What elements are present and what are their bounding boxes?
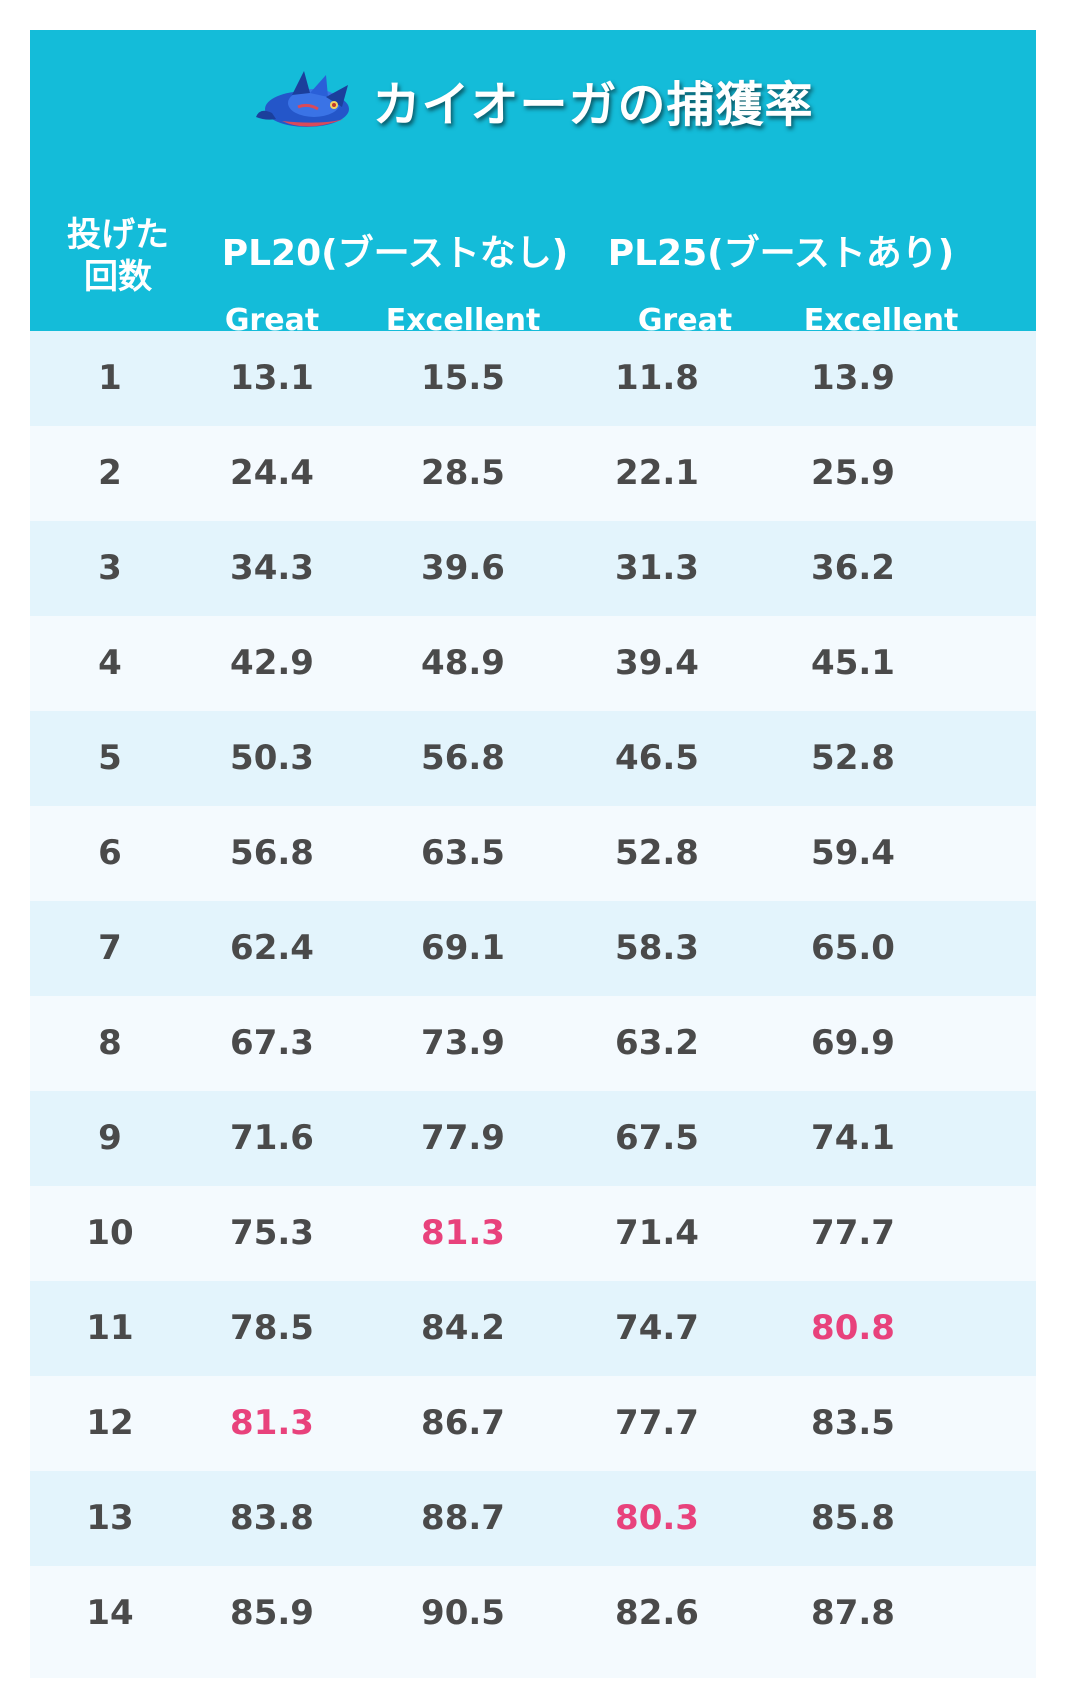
cell-pl25-great: 31.3	[615, 548, 699, 588]
table-row: 6 56.8 63.5 52.8 59.4	[30, 806, 1036, 901]
cell-pl25-great: 80.3	[615, 1498, 699, 1538]
cell-pl20-great: 42.9	[230, 643, 314, 683]
cell-pl20-excellent: 69.1	[421, 928, 505, 968]
cell-throw-count: 9	[98, 1118, 122, 1158]
cell-throw-count: 11	[86, 1308, 134, 1348]
cell-pl20-great: 83.8	[230, 1498, 314, 1538]
cell-throw-count: 10	[86, 1213, 134, 1253]
cell-pl20-great: 67.3	[230, 1023, 314, 1063]
cell-pl20-excellent: 73.9	[421, 1023, 505, 1063]
cell-pl20-excellent: 77.9	[421, 1118, 505, 1158]
cell-pl20-excellent: 88.7	[421, 1498, 505, 1538]
cell-pl20-excellent: 90.5	[421, 1593, 505, 1633]
cell-pl20-great: 81.3	[230, 1403, 314, 1443]
table-row: 7 62.4 69.1 58.3 65.0	[30, 901, 1036, 996]
cell-pl20-great: 85.9	[230, 1593, 314, 1633]
cell-pl25-excellent: 80.8	[811, 1308, 895, 1348]
cell-pl25-excellent: 59.4	[811, 833, 895, 873]
cell-pl20-great: 62.4	[230, 928, 314, 968]
table-title: カイオーガの捕獲率	[372, 77, 814, 133]
cell-pl25-great: 67.5	[615, 1118, 699, 1158]
cell-pl20-excellent: 28.5	[421, 453, 505, 493]
column-header-throws: 投げた 回数	[48, 214, 188, 298]
cell-pl25-great: 11.8	[615, 358, 699, 398]
cell-pl25-great: 71.4	[615, 1213, 699, 1253]
cell-pl25-excellent: 36.2	[811, 548, 895, 588]
cell-pl25-excellent: 13.9	[811, 358, 895, 398]
table-row: 9 71.6 77.9 67.5 74.1	[30, 1091, 1036, 1186]
cell-pl25-great: 58.3	[615, 928, 699, 968]
cell-pl25-great: 52.8	[615, 833, 699, 873]
cell-pl25-excellent: 87.8	[811, 1593, 895, 1633]
cell-pl25-great: 39.4	[615, 643, 699, 683]
cell-pl20-great: 75.3	[230, 1213, 314, 1253]
table-row: 11 78.5 84.2 74.7 80.8	[30, 1281, 1036, 1376]
cell-pl20-excellent: 39.6	[421, 548, 505, 588]
kyogre-pokemon-icon	[256, 71, 350, 127]
group-header-pl25: PL25(ブーストあり)	[607, 233, 955, 274]
cell-pl25-great: 74.7	[615, 1308, 699, 1348]
cell-throw-count: 6	[98, 833, 122, 873]
cell-throw-count: 14	[86, 1593, 134, 1633]
table-row: 13 83.8 88.7 80.3 85.8	[30, 1471, 1036, 1566]
cell-pl20-great: 56.8	[230, 833, 314, 873]
table-row: 1 13.1 15.5 11.8 13.9	[30, 331, 1036, 426]
column-header-throws-line1: 投げた	[67, 215, 169, 255]
cell-pl20-excellent: 48.9	[421, 643, 505, 683]
cell-throw-count: 2	[98, 453, 122, 493]
cell-throw-count: 3	[98, 548, 122, 588]
cell-pl25-excellent: 25.9	[811, 453, 895, 493]
cell-pl20-excellent: 81.3	[421, 1213, 505, 1253]
cell-pl25-great: 63.2	[615, 1023, 699, 1063]
table-row: 14 85.9 90.5 82.6 87.8	[30, 1566, 1036, 1661]
group-header-pl20: PL20(ブーストなし)	[221, 233, 569, 274]
cell-pl25-great: 82.6	[615, 1593, 699, 1633]
cell-pl25-excellent: 85.8	[811, 1498, 895, 1538]
cell-pl20-excellent: 63.5	[421, 833, 505, 873]
cell-pl25-excellent: 45.1	[811, 643, 895, 683]
cell-throw-count: 12	[86, 1403, 134, 1443]
table-row: 4 42.9 48.9 39.4 45.1	[30, 616, 1036, 711]
cell-pl20-great: 78.5	[230, 1308, 314, 1348]
cell-pl20-excellent: 15.5	[421, 358, 505, 398]
cell-pl25-great: 22.1	[615, 453, 699, 493]
cell-pl20-great: 13.1	[230, 358, 314, 398]
table-title-row: カイオーガの捕獲率	[30, 60, 1036, 140]
cell-pl20-excellent: 86.7	[421, 1403, 505, 1443]
cell-throw-count: 8	[98, 1023, 122, 1063]
column-header-throws-line2: 回数	[84, 257, 152, 297]
cell-throw-count: 7	[98, 928, 122, 968]
table-row: 8 67.3 73.9 63.2 69.9	[30, 996, 1036, 1091]
cell-throw-count: 5	[98, 738, 122, 778]
catch-rate-table: カイオーガの捕獲率 投げた 回数 PL20(ブーストなし) PL25(ブーストあ…	[30, 30, 1036, 1678]
table-row: 10 75.3 81.3 71.4 77.7	[30, 1186, 1036, 1281]
cell-pl20-great: 71.6	[230, 1118, 314, 1158]
cell-pl25-great: 46.5	[615, 738, 699, 778]
cell-throw-count: 13	[86, 1498, 134, 1538]
cell-throw-count: 4	[98, 643, 122, 683]
table-row: 3 34.3 39.6 31.3 36.2	[30, 521, 1036, 616]
cell-pl20-great: 34.3	[230, 548, 314, 588]
table-row: 5 50.3 56.8 46.5 52.8	[30, 711, 1036, 806]
cell-pl25-excellent: 83.5	[811, 1403, 895, 1443]
cell-pl25-excellent: 69.9	[811, 1023, 895, 1063]
table-header: カイオーガの捕獲率 投げた 回数 PL20(ブーストなし) PL25(ブーストあ…	[30, 30, 1036, 338]
cell-throw-count: 1	[98, 358, 122, 398]
cell-pl20-great: 24.4	[230, 453, 314, 493]
cell-pl20-great: 50.3	[230, 738, 314, 778]
cell-pl25-excellent: 52.8	[811, 738, 895, 778]
cell-pl25-great: 77.7	[615, 1403, 699, 1443]
table-body: 1 13.1 15.5 11.8 13.9 2 24.4 28.5 22.1 25.9 3 34.3 3…	[30, 331, 1036, 1661]
cell-pl20-excellent: 84.2	[421, 1308, 505, 1348]
table-row: 12 81.3 86.7 77.7 83.5	[30, 1376, 1036, 1471]
cell-pl25-excellent: 77.7	[811, 1213, 895, 1253]
table-row: 2 24.4 28.5 22.1 25.9	[30, 426, 1036, 521]
cell-pl25-excellent: 74.1	[811, 1118, 895, 1158]
cell-pl20-excellent: 56.8	[421, 738, 505, 778]
cell-pl25-excellent: 65.0	[811, 928, 895, 968]
